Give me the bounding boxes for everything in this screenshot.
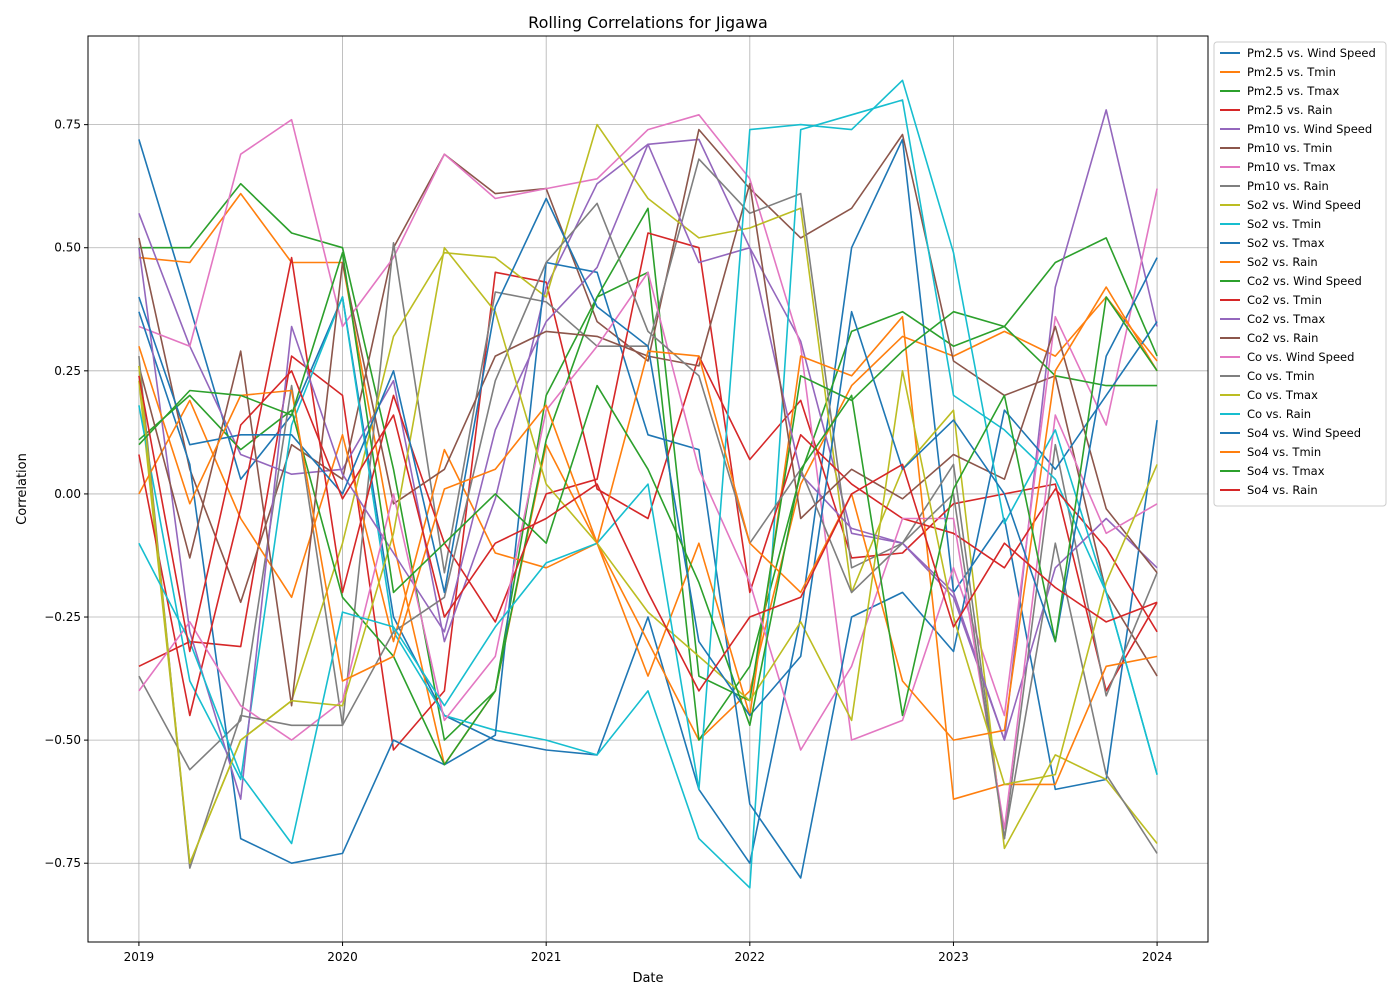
x-tick-label: 2022 [735,950,766,964]
series-line [138,261,1158,879]
legend-entry: Pm10 vs. Tmin [1247,141,1332,155]
y-tick-label: −0.25 [44,610,81,624]
y-tick-label: 0.25 [54,364,81,378]
legend-entry: So4 vs. Rain [1247,483,1318,497]
legend-entry: So2 vs. Tmin [1247,217,1321,231]
legend-entry: Pm2.5 vs. Rain [1247,103,1332,117]
legend-entry: Co vs. Wind Speed [1247,350,1354,364]
series-line [138,369,1158,692]
y-tick-label: 0.75 [54,118,81,132]
series-line [138,315,1158,801]
legend-box [1213,41,1387,507]
legend-entry: Co vs. Rain [1247,407,1311,421]
legend-entry: Pm10 vs. Rain [1247,179,1329,193]
y-tick-label: 0.50 [54,241,81,255]
legend-entry: Pm2.5 vs. Wind Speed [1247,46,1376,60]
series-line [138,251,1158,727]
series-line [138,202,1158,869]
series-line [138,197,1158,717]
x-tick-label: 2020 [327,950,358,964]
series-line [138,286,1158,741]
x-axis-label: Date [632,971,663,986]
plot-area-frame [87,35,1209,943]
legend-entry: So4 vs. Tmin [1247,445,1321,459]
legend-entry: Pm2.5 vs. Tmax [1247,84,1339,98]
series-line [138,114,1158,741]
series-line [138,143,1158,801]
x-axis-ticks: 2019 2020 2021 2022 2023 2024 [124,942,1173,964]
series-line [138,207,1158,766]
x-tick-label: 2021 [531,950,562,964]
series-line [138,99,1158,889]
legend-entry: Co vs. Tmin [1247,369,1315,383]
y-axis-label: Correlation [15,453,30,525]
legend-entry: Co2 vs. Wind Speed [1247,274,1362,288]
legend-entry: So2 vs. Rain [1247,255,1318,269]
legend-entry: So4 vs. Tmax [1247,464,1325,478]
legend-entry: Pm2.5 vs. Tmin [1247,65,1336,79]
series-lines [138,79,1158,889]
legend-entry: Co vs. Tmax [1247,388,1318,402]
legend-entry: Co2 vs. Rain [1247,331,1318,345]
chart-title: Rolling Correlations for Jigawa [528,13,768,32]
series-line [138,128,1158,677]
series-line [138,123,1158,865]
legend-entry: Co2 vs. Tmin [1247,293,1322,307]
legend: Pm2.5 vs. Wind Speed Pm2.5 vs. Tmin Pm2.5 … [1213,41,1387,507]
series-line [138,232,1158,717]
x-tick-label: 2019 [124,950,155,964]
legend-entry: So4 vs. Wind Speed [1247,426,1361,440]
legend-entry: Co2 vs. Tmax [1247,312,1325,326]
series-line [138,246,1158,865]
y-tick-label: −0.50 [44,733,81,747]
legend-entry: Pm10 vs. Wind Speed [1247,122,1372,136]
x-tick-label: 2023 [938,950,969,964]
y-tick-label: −0.75 [44,856,81,870]
y-tick-label: 0.00 [54,487,81,501]
legend-entry: So2 vs. Tmax [1247,236,1325,250]
x-tick-label: 2024 [1142,950,1173,964]
legend-entry: Pm10 vs. Tmax [1247,160,1336,174]
series-line [138,182,1158,707]
series-line [138,192,1158,766]
y-axis-ticks: 0.75 0.50 0.25 0.00 −0.25 −0.50 −0.75 [44,118,88,870]
legend-entry: So2 vs. Wind Speed [1247,198,1361,212]
series-line [138,79,1158,845]
